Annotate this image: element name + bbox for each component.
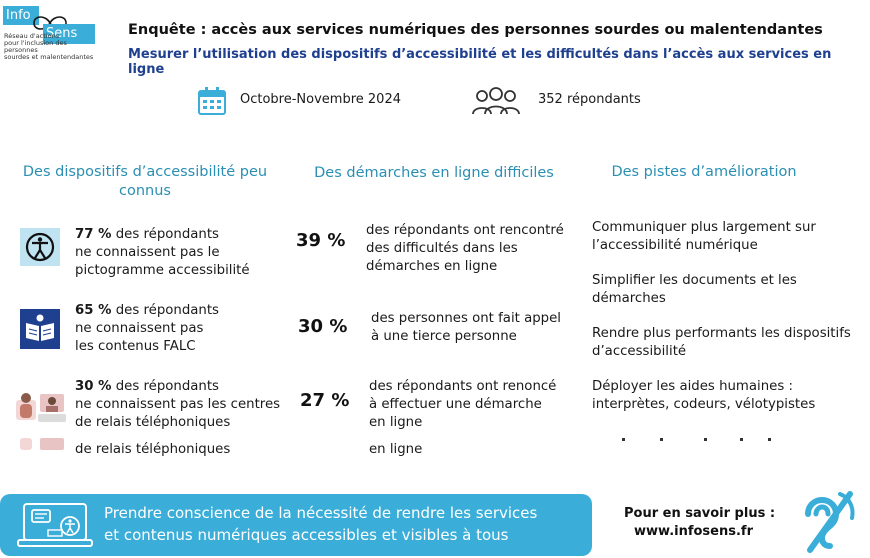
middle-item-3: des répondants ont renoncé à effectuer u… [369,378,556,432]
recommendation-line: d’accessibilité [592,344,687,359]
infosens-logo: Info Sens Réseau d'actions pour l'inclus… [0,2,100,62]
awareness-banner: Prendre conscience de la nécessité de re… [0,494,592,556]
relay-interpreter-icon [16,393,66,422]
more-info-label: Pour en savoir plus : [624,506,776,521]
stat-label: des répondants [111,303,219,318]
right-item-1: Communiquer plus largement sur l’accessi… [592,219,816,255]
logo-tagline-line: Réseau d'actions [4,32,60,40]
laptop-accessibility-icon [17,503,93,547]
stat-percent-39: 39 % [296,230,346,251]
right-column-heading: Des pistes d’amélioration [611,164,797,180]
logo-tagline-line: pour l'inclusion des personnes [4,39,67,54]
stat-percent: 30 % [75,379,112,394]
stat-percent-27: 27 % [300,390,350,411]
calendar-icon [198,87,226,115]
left-column-heading: Des dispositifs d’accessibilité peu conn… [16,163,274,201]
heading-line: connus [119,183,171,199]
hearing-ear-icon [805,491,855,553]
stat-line: les contenus FALC [75,339,196,354]
recommendation-line: Communiquer plus largement sur [592,220,816,235]
website-link[interactable]: www.infosens.fr [634,524,753,539]
logo-tagline: Réseau d'actions pour l'inclusion des pe… [4,33,100,61]
recommendation-line: Simplifier les documents et les [592,273,797,288]
middle-item-2: des personnes ont fait appel à une tierc… [371,310,561,346]
stat-line: des répondants ont rencontré [366,223,564,238]
recommendation-line: Rendre plus performants les dispositifs [592,326,851,341]
survey-dates: Octobre-Novembre 2024 [240,92,401,107]
banner-line: Prendre conscience de la nécessité de re… [104,504,538,522]
left-duplicate-line: de relais téléphoniques [75,442,231,457]
stat-line: des personnes ont fait appel [371,311,561,326]
stat-percent: 77 % [75,227,112,242]
right-item-3: Rendre plus performants les dispositifs … [592,325,851,361]
page-subtitle: Mesurer l’utilisation des dispositifs d’… [128,47,832,77]
stat-percent: 65 % [75,303,112,318]
stat-label: des répondants [111,227,219,242]
stat-line: de relais téléphoniques [75,415,231,430]
accessibility-pictogram-icon [20,228,60,266]
stat-line: ne connaissent pas [75,321,204,336]
middle-column-heading: Des démarches en ligne difficiles [314,165,554,181]
logo-info-label: Info [3,6,39,25]
stat-line: des répondants ont renoncé [369,379,557,394]
logo-tagline-line: sourdes et malentendantes [4,53,94,61]
recommendation-line: démarches [592,291,666,306]
stat-line: pictogramme accessibilité [75,263,250,278]
logo-sens-label: Sens [43,24,95,44]
banner-message: Prendre conscience de la nécessité de re… [104,502,537,546]
stat-line: en ligne [369,415,423,430]
people-group-icon [472,87,520,115]
stat-percent-30: 30 % [298,316,348,337]
heading-line: Des dispositifs d’accessibilité peu [22,164,268,180]
stat-line: à effectuer une démarche [369,397,542,412]
stat-line: des difficultés dans les [366,241,518,256]
cropped-text-fragment [622,438,771,441]
stat-line: à une tierce personne [371,329,517,344]
right-item-4: Déployer les aides humaines : interprète… [592,378,815,414]
left-item-2: 65 % des répondants ne connaissent pas l… [75,302,219,356]
respondent-count: 352 répondants [538,92,641,107]
banner-line: et contenus numériques accessibles et vi… [104,526,509,544]
stat-line: démarches en ligne [366,259,498,274]
recommendation-line: l’accessibilité numérique [592,238,758,253]
stat-line: ne connaissent pas les centres [75,397,281,412]
middle-item-1: des répondants ont rencontré des difficu… [366,222,564,276]
left-item-3: 30 % des répondants ne connaissent pas l… [75,378,280,432]
stat-line: ne connaissent pas le [75,245,220,260]
recommendation-line: Déployer les aides humaines : [592,379,793,394]
falc-reading-icon [20,309,60,349]
relay-interpreter-icon-duplicate [20,438,64,450]
page-title: Enquête : accès aux services numériques … [128,22,823,38]
stat-label: des répondants [111,379,219,394]
right-item-2: Simplifier les documents et les démarche… [592,272,797,308]
recommendation-line: interprètes, codeurs, vélotypistes [592,397,816,412]
middle-duplicate-line: en ligne [369,442,423,457]
left-item-1: 77 % des répondants ne connaissent pas l… [75,226,250,280]
